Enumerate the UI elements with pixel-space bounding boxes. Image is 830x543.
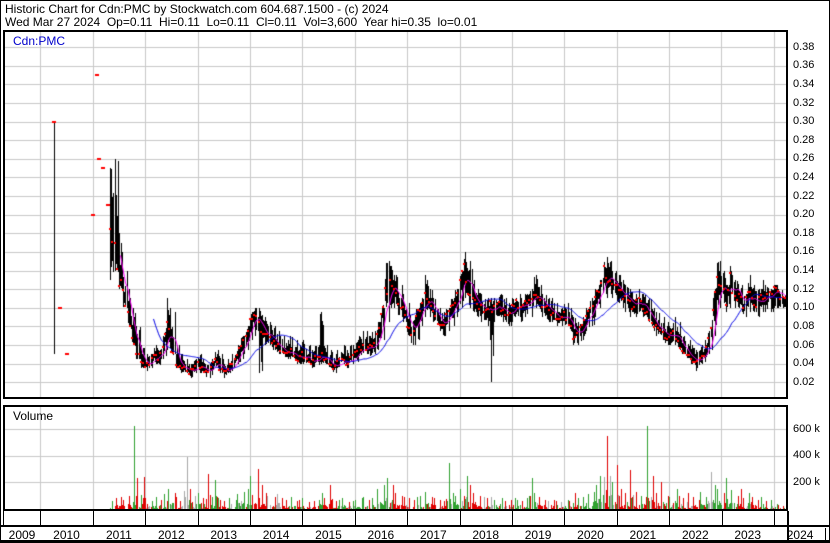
price-tick-label: 0.20 [793,208,815,221]
price-tick-label: 0.30 [793,115,815,128]
price-tick-label: 0.22 [793,189,815,202]
year-boundary-tick [40,511,42,527]
price-tick-label: 0.10 [793,301,815,314]
volume-tick-label: 400 k [793,449,820,462]
year-label: 2013 [210,528,238,542]
year-label: 2017 [419,528,447,542]
year-boundary-tick [773,511,775,527]
year-boundary-tick [302,511,304,527]
year-label: 2022 [681,528,709,542]
price-tick-label: 0.34 [793,77,815,90]
price-tick-label: 0.28 [793,133,815,146]
year-boundary-tick [564,511,566,527]
year-boundary-tick [354,511,356,527]
bottom-border-line [1,540,829,542]
chart-title: Historic Chart for Cdn:PMC by Stockwatch… [5,2,389,16]
year-label: 2021 [629,528,657,542]
price-tick-label: 0.08 [793,319,815,332]
year-boundary-tick [511,511,513,527]
year-label: 2023 [734,528,762,542]
price-chart-panel: Cdn:PMC [3,30,788,399]
year-boundary-tick [459,511,461,527]
year-label: 2009 [8,528,36,542]
year-label: 2011 [105,528,132,542]
year-label: 2015 [315,528,342,542]
year-label: 2020 [577,528,604,542]
price-tick-label: 0.14 [793,264,815,277]
price-tick-label: 0.36 [793,59,815,72]
price-tick-label: 0.18 [793,226,815,239]
price-tick-label: 0.38 [793,40,815,53]
year-label: 2012 [157,528,185,542]
volume-chart-panel: Volume [3,405,788,511]
year-label: 2010 [53,528,80,542]
year-label: 2024 [786,528,814,542]
year-boundary-tick [145,511,147,527]
strip-right-tick [825,528,826,540]
year-label: 2014 [262,528,290,542]
year-label: 2019 [524,528,552,542]
year-boundary-tick [669,511,671,527]
year-boundary-tick [197,511,199,527]
price-tick-label: 0.04 [793,357,815,370]
price-tick-label: 0.12 [793,282,815,295]
price-tick-label: 0.06 [793,338,815,351]
symbol-label: Cdn:PMC [13,34,66,48]
year-label: 2018 [472,528,500,542]
volume-chart-canvas [5,407,786,509]
price-chart-canvas [5,32,786,397]
strip-divider-line [1,525,829,527]
quote-summary: Wed Mar 27 2024 Op=0.11 Hi=0.11 Lo=0.11 … [5,15,478,29]
volume-label: Volume [13,409,54,423]
strip-left-edge [3,511,4,527]
year-boundary-tick [249,511,251,527]
price-tick-label: 0.16 [793,245,815,258]
year-boundary-tick [407,511,409,527]
year-label: 2016 [367,528,395,542]
volume-tick-label: 600 k [793,422,820,435]
volume-tick-label: 200 k [793,475,820,488]
price-tick-label: 0.24 [793,170,815,183]
price-tick-label: 0.02 [793,375,815,388]
price-tick-label: 0.32 [793,96,815,109]
year-boundary-tick [721,511,723,527]
price-tick-label: 0.26 [793,152,815,165]
year-boundary-tick [616,511,618,527]
year-boundary-tick [92,511,94,527]
